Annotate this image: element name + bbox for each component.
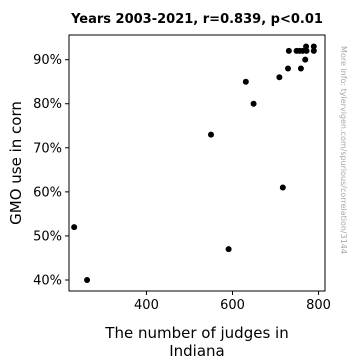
- y-tick-label: 40%: [33, 273, 62, 288]
- y-axis-ticks: 40% 50% 60% 70% 80% 90%: [33, 53, 69, 288]
- data-point: [310, 47, 317, 54]
- data-point: [84, 276, 91, 283]
- y-axis-label: GMO use in corn: [7, 101, 25, 225]
- data-point: [250, 100, 257, 107]
- y-tick-label: 90%: [33, 53, 62, 68]
- x-axis-ticks: 400 600 800: [134, 291, 331, 313]
- y-tick-label: 80%: [33, 97, 62, 112]
- x-axis-label-line-2: Indiana: [169, 342, 225, 358]
- x-tick-label: 600: [220, 298, 245, 313]
- y-tick-label: 60%: [33, 185, 62, 200]
- x-tick-label: 800: [306, 298, 331, 313]
- data-point: [303, 43, 310, 50]
- plot-area: [68, 34, 326, 292]
- data-point: [284, 65, 291, 72]
- data-point: [285, 47, 292, 54]
- data-point: [71, 224, 78, 231]
- data-points: [71, 43, 317, 283]
- data-point: [207, 131, 214, 138]
- data-point: [225, 246, 232, 253]
- data-point: [297, 65, 304, 72]
- x-axis-label-line-1: The number of judges in: [104, 324, 288, 342]
- data-point: [303, 47, 310, 54]
- data-point: [302, 56, 309, 63]
- data-point: [276, 74, 283, 81]
- chart-title: Years 2003-2021, r=0.839, p<0.01: [70, 12, 323, 27]
- y-tick-label: 50%: [33, 229, 62, 244]
- watermark-text: More info: tylervigen.com/spurious/corre…: [339, 46, 348, 254]
- x-tick-label: 400: [134, 298, 159, 313]
- y-tick-label: 70%: [33, 141, 62, 156]
- data-point: [242, 78, 249, 85]
- data-point: [279, 184, 286, 191]
- data-point: [310, 43, 317, 50]
